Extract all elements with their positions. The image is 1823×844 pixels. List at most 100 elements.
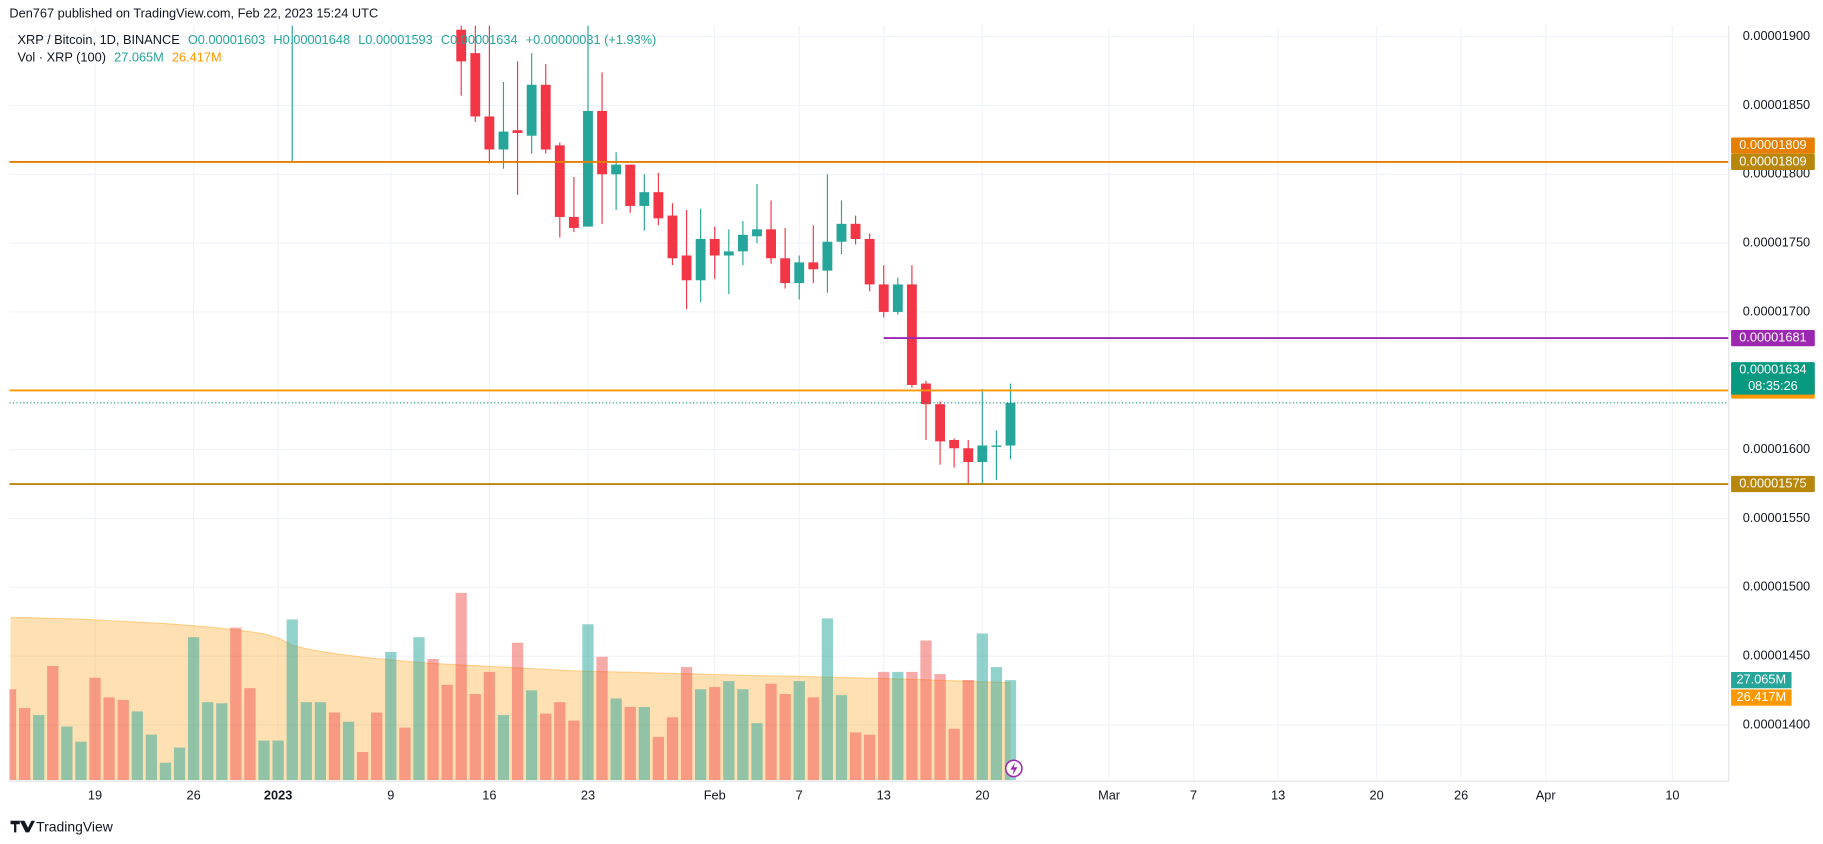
volume-bar [568,720,580,781]
volume-bar [356,752,369,781]
volume-bar [835,695,848,781]
volume-ma-tag [1731,689,1792,706]
x-tick-label: Mar [1098,788,1121,803]
volume-bar [469,694,481,781]
x-tick-label: 13 [877,788,891,803]
volume-bar [328,712,341,781]
volume-bar [511,642,524,781]
level-tag [1731,137,1815,154]
volume-bar [103,697,115,781]
x-tick-label: 13 [1271,788,1285,803]
legend-high: H0.00001648 [273,32,350,47]
y-tick-label: 0.00001550 [1743,510,1810,525]
y-tick-label: 0.00001450 [1743,648,1810,663]
volume-bar [455,592,467,781]
candle-body [456,29,467,62]
volume-bar [427,658,439,781]
volume-bar [807,697,819,781]
price-tag [1731,362,1815,395]
plot-area [9,25,1729,781]
candle-body [611,164,622,175]
x-tick-label: 20 [1370,788,1384,803]
candle-body [977,445,988,463]
candle-body [484,116,495,150]
x-tick-label: 19 [88,788,102,803]
candle-body [723,251,734,256]
volume-bar [314,702,327,781]
volume-bar [300,702,312,781]
volume-bar [497,715,510,781]
volume-bar [1004,680,1017,781]
level-tag-label: 0.00001681 [1739,329,1806,344]
volume-tag-label: 27.065M [1736,672,1786,687]
candle-body [568,216,579,228]
volume-bar [145,734,158,781]
candle-body [639,192,650,206]
candle-body [1005,402,1016,446]
candle-body [963,448,974,463]
volume-bar [596,656,608,781]
level-tag [1731,153,1815,171]
legend-volume-title: Vol · XRP (100) [18,50,106,65]
candle-body [470,53,481,117]
volume-bar [638,706,650,781]
legend-change: +0.00000031 (+1.93%) [526,32,657,47]
candle-body [892,284,903,312]
volume-bar [18,708,31,781]
volume-bar [342,721,355,781]
candle-body [695,238,706,281]
volume-bar [948,728,960,781]
volume-bar [962,680,974,781]
volume-bar [173,747,186,781]
price-tag-label: 0.00001634 [1739,362,1806,377]
published-note: Den767 published on TradingView.com, Feb… [9,5,378,20]
candle-body [921,383,931,405]
volume-bar [89,677,101,781]
candle-body [808,262,819,270]
level-tag [1731,475,1815,493]
candle-body [597,110,607,175]
volume-bar [371,712,383,781]
volume-bar [765,683,777,781]
volume-bar [47,665,59,781]
x-tick-label: 9 [387,788,394,803]
volume-bar [878,671,890,781]
level-tag-label: 0.00001575 [1739,475,1806,490]
candle-body [540,84,551,150]
volume-bar [540,713,552,781]
volume-bar [258,740,270,781]
volume-bar [441,684,453,781]
candle-body [752,229,762,237]
legend: XRP / Bitcoin, 1D, BINANCE O0.00001603 H0.… [18,32,657,64]
volume-ma-tag-label: 26.417M [1736,689,1786,704]
candle-body [850,223,861,239]
legend-open: O0.00001603 [188,32,265,47]
candle-body [864,238,875,285]
volume-bar [202,702,214,781]
volume-bar [821,618,834,781]
y-tick-label: 0.00001750 [1743,234,1810,249]
legend-symbol: XRP / Bitcoin, 1D, BINANCE [18,32,180,47]
lightning-glyph [1010,762,1018,776]
candle-body [526,84,537,136]
candle-body [766,229,776,259]
candle-body [836,223,847,242]
volume-bar [554,702,566,781]
candle-body [822,241,833,271]
volume-bar [244,688,256,781]
volume-bar [131,711,143,781]
legend-volume-value: 27.065M [114,50,164,65]
volume-bar [976,633,988,781]
volume-bar [9,689,17,781]
candle-body [949,439,960,449]
volume-bar [695,689,707,781]
candle-body [625,164,636,206]
volume-bar [413,637,425,781]
volume-bar [216,703,228,781]
candle-body [498,131,509,150]
candle-body [906,284,917,385]
volume-bar [779,694,791,781]
tag-layer: 0.000018090.000018090.000016810.00001643… [1731,137,1815,706]
volume-bar [483,671,496,781]
volume-bar [990,667,1003,781]
